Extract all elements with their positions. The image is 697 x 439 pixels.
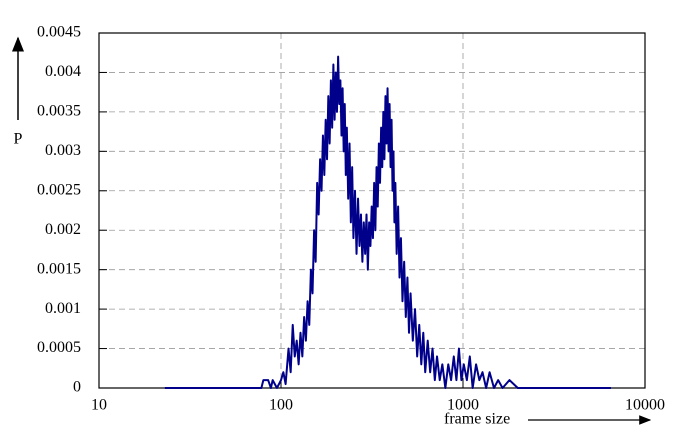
x-tick-label: 1000 [447,397,479,414]
x-axis-label: frame size [444,411,510,428]
x-tick-label: 10000 [625,397,665,414]
x-tick-label: 10 [91,397,107,414]
data-line [164,55,611,389]
plot-frame [98,32,646,389]
y-tick-label: 0.004 [45,63,81,80]
y-tick-label: 0.0035 [37,103,81,120]
y-tick-label: 0.002 [45,221,81,238]
y-tick-label: 0.003 [45,142,81,159]
y-tick-label: 0.0045 [37,24,81,41]
y-tick-label: 0.0025 [37,181,81,198]
y-tick-label: 0.0005 [37,339,81,356]
y-tick-label: 0.001 [45,300,81,317]
y-axis-label: P [14,131,23,148]
x-tick-label: 100 [269,397,293,414]
y-tick-label: 0.0015 [37,260,81,277]
y-tick-label: 0 [73,379,81,396]
